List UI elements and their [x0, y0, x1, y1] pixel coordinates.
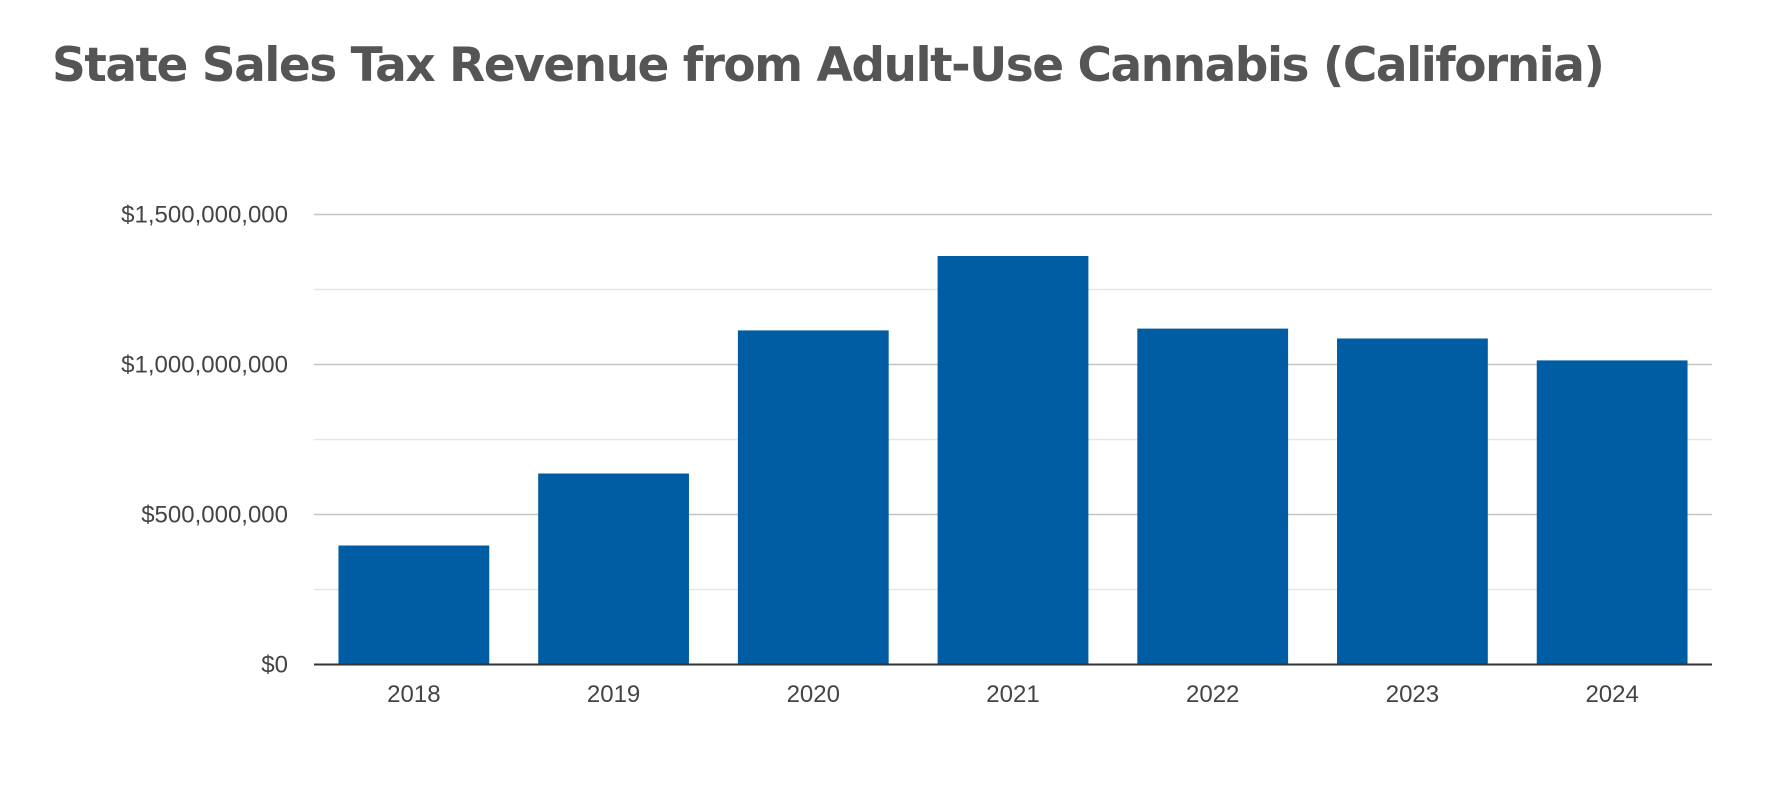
- bar-2024: [1536, 360, 1688, 664]
- bar-2021: [937, 256, 1089, 664]
- y-tick-label: $0: [261, 652, 288, 679]
- x-tick-label: 2022: [1186, 681, 1239, 708]
- y-tick-label: $500,000,000: [141, 502, 288, 529]
- bars: [338, 256, 1688, 664]
- x-tick-label: 2019: [587, 681, 640, 708]
- bar-2022: [1137, 328, 1289, 664]
- x-tick-label: 2020: [787, 681, 840, 708]
- x-tick-label: 2024: [1585, 681, 1638, 708]
- x-tick-label: 2023: [1386, 681, 1439, 708]
- y-tick-label: $1,500,000,000: [121, 202, 288, 229]
- x-tick-label: 2018: [387, 681, 440, 708]
- bar-2018: [338, 545, 490, 664]
- axes: $0 $500,000,000 $1,000,000,000 $1,500,000,0…: [121, 202, 1712, 708]
- chart-title: State Sales Tax Revenue from Adult-Use C…: [52, 38, 1605, 93]
- y-tick-label: $1,000,000,000: [121, 352, 288, 379]
- x-tick-label: 2021: [986, 681, 1039, 708]
- bar-2020: [737, 330, 889, 664]
- bar-2019: [538, 473, 689, 664]
- bar-2023: [1337, 338, 1488, 664]
